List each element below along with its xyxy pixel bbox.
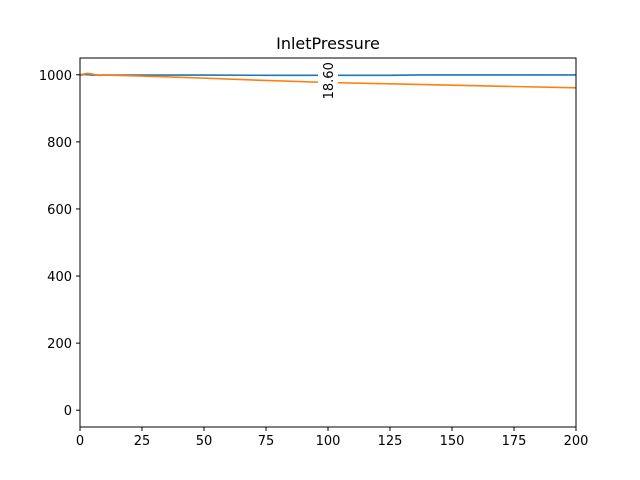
annotation-1: 18.60 [318, 56, 338, 105]
x-tick-label: 50 [196, 434, 213, 449]
x-tick-label: 0 [76, 434, 84, 449]
y-tick-label: 600 [47, 203, 72, 218]
y-tick-label: 200 [47, 337, 72, 352]
series-line-1 [79, 73, 576, 77]
y-axis: 0 200 400 600 800 1000 [39, 69, 80, 419]
y-tick-label: 1000 [39, 69, 72, 84]
plot-area [79, 72, 577, 89]
x-tick-label: 25 [134, 434, 151, 449]
y-tick-label: 800 [47, 136, 72, 151]
x-tick-label: 125 [378, 434, 403, 449]
annotation-box [318, 56, 338, 105]
series-line-2 [79, 72, 577, 89]
x-tick-label: 100 [316, 434, 341, 449]
x-tick-label: 200 [564, 434, 589, 449]
y-tick-label: 400 [47, 270, 72, 285]
x-axis: 0 25 50 75 100 125 150 175 200 [76, 427, 589, 449]
chart-title: InletPressure [276, 34, 380, 53]
y-tick-label: 0 [64, 404, 72, 419]
annotation-layer: 18.60 [318, 56, 338, 105]
x-tick-label: 175 [502, 434, 527, 449]
annotation-label: 18.60 [322, 62, 337, 99]
x-tick-label: 75 [258, 434, 275, 449]
x-tick-label: 150 [440, 434, 465, 449]
